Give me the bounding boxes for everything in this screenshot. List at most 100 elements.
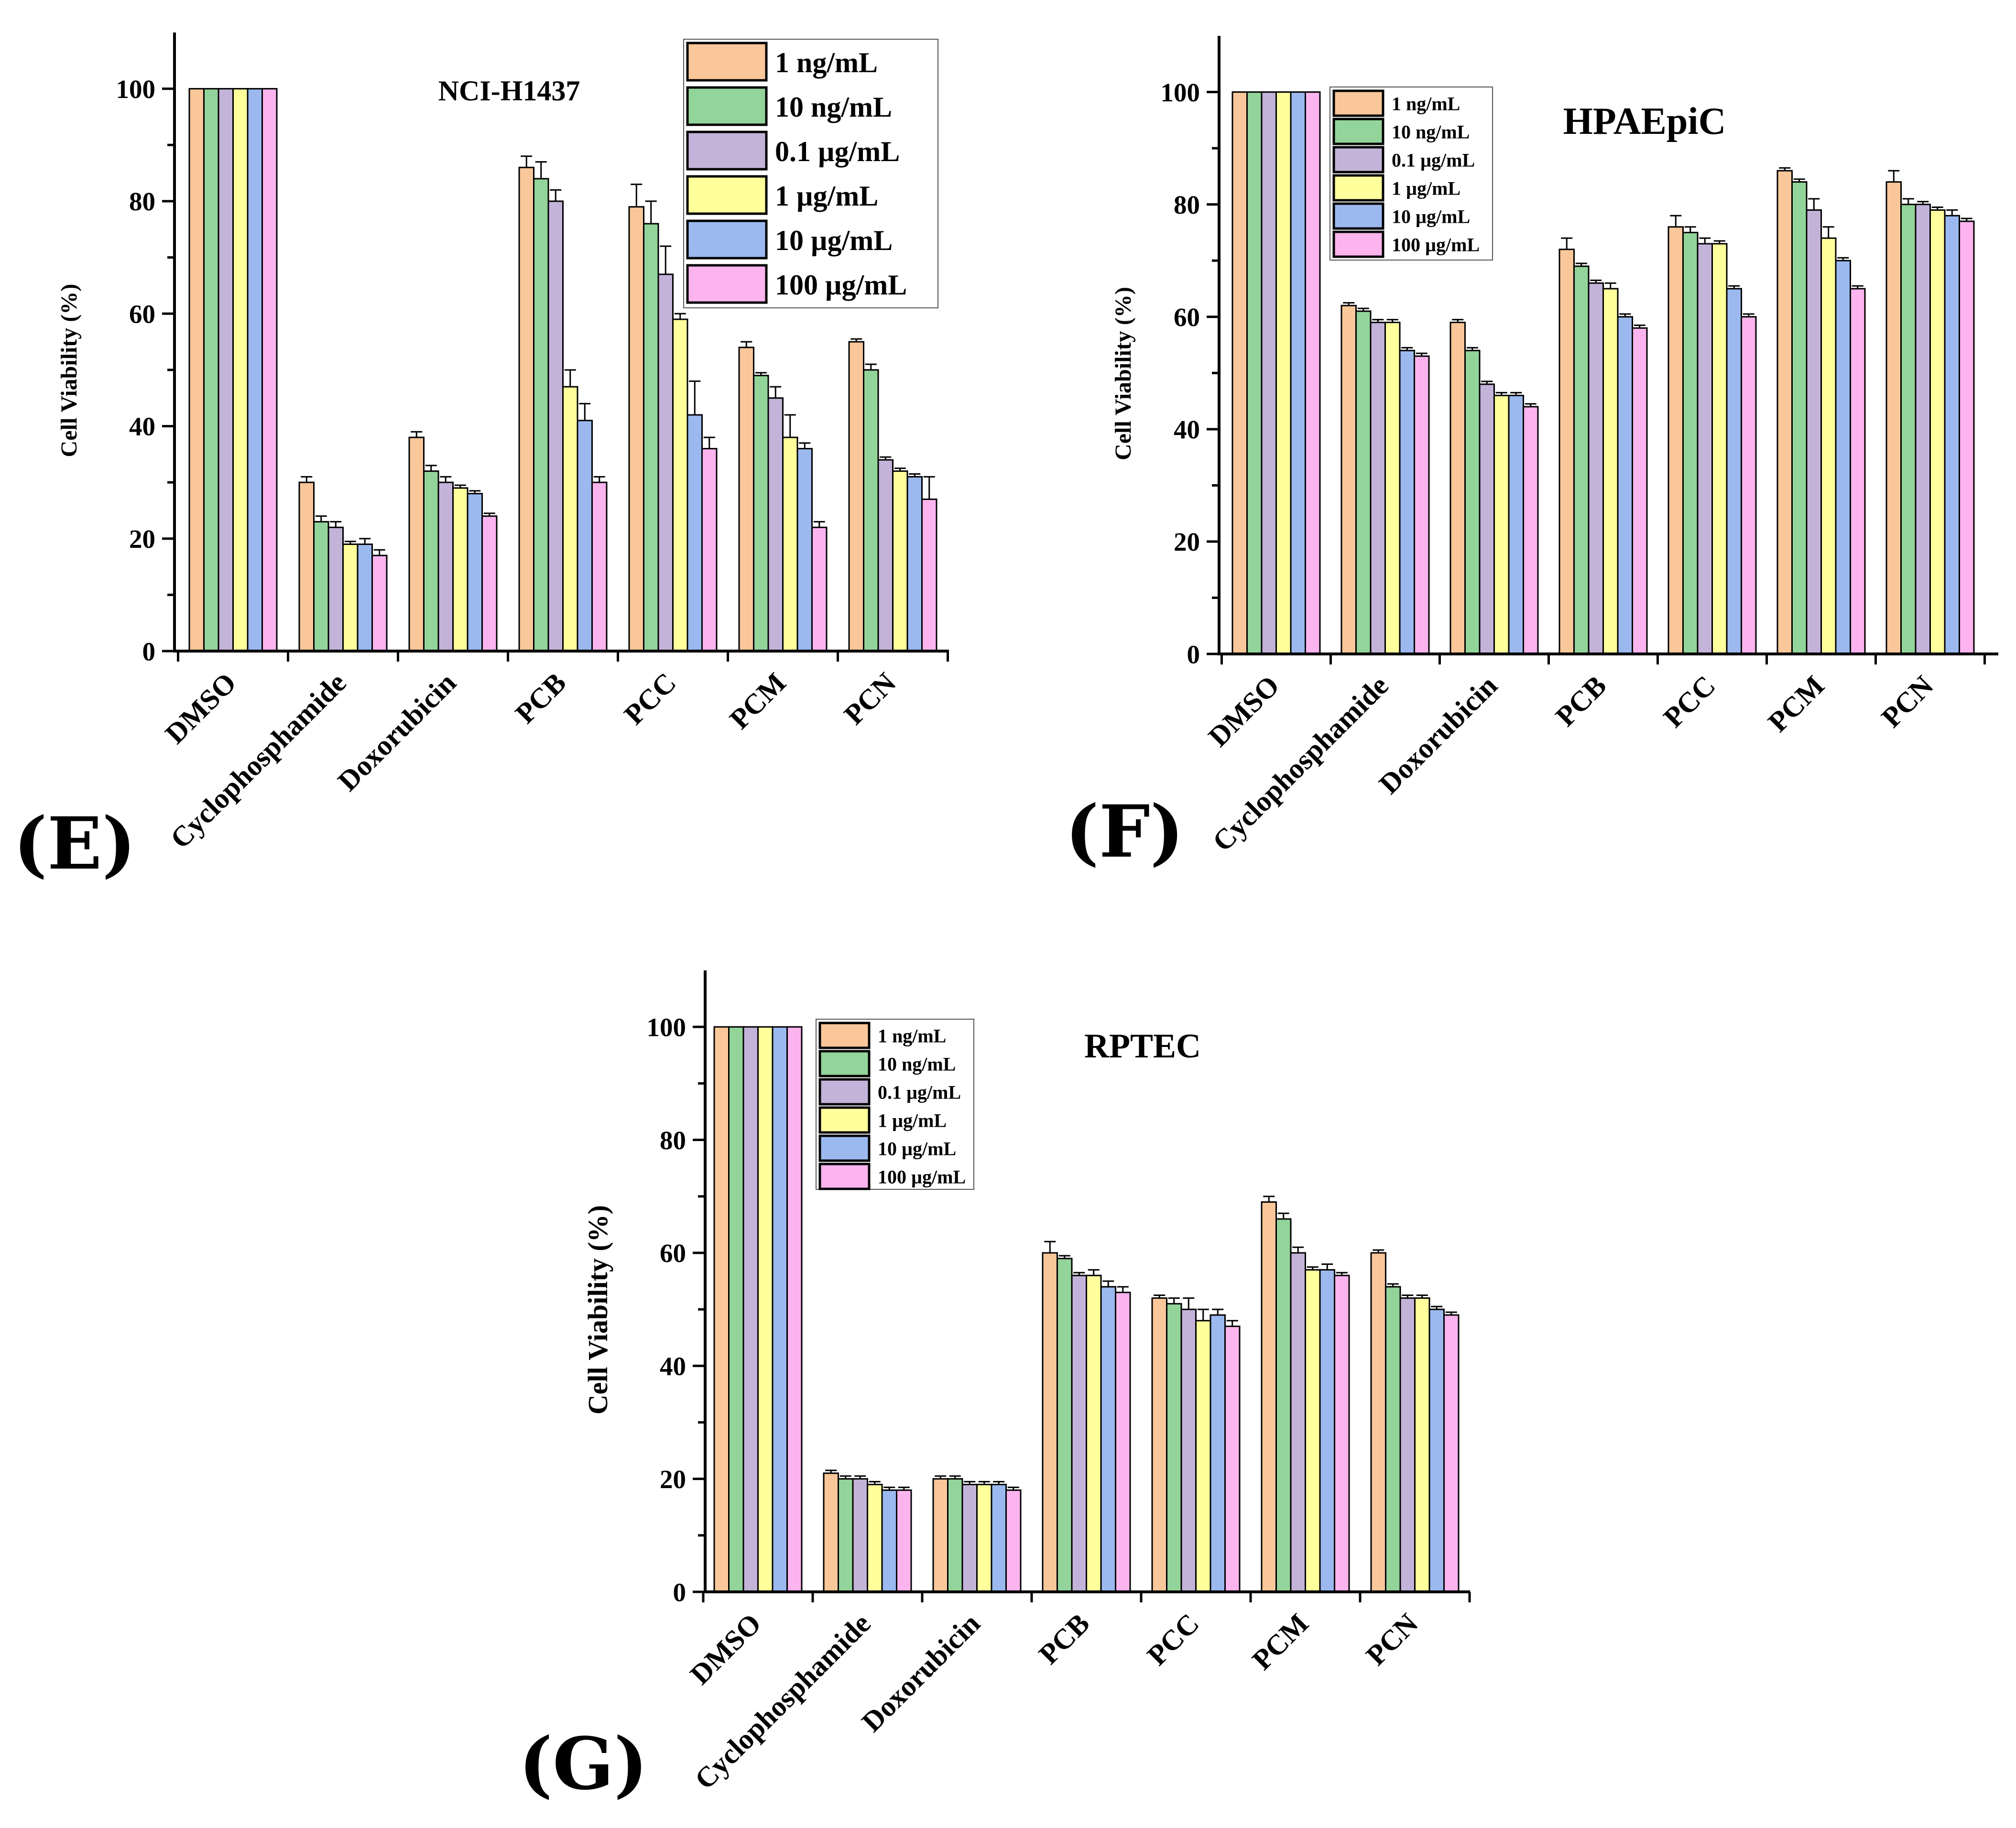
bar-e-pcb-1 bbox=[533, 178, 549, 652]
bar-g-doxorubicin-0 bbox=[932, 1478, 948, 1593]
x-category-label-dmso: DMSO bbox=[159, 667, 242, 750]
bar-g-pcc-0 bbox=[1151, 1297, 1167, 1593]
legend-g: 1 ng/mL 10 ng/mL 0.1 µg/mL 1 µg/mL 10 µg/mL 1… bbox=[816, 1019, 974, 1190]
bar-g-doxorubicin-5 bbox=[1005, 1489, 1022, 1593]
legend-swatch-0 bbox=[1332, 89, 1384, 117]
panel-letter-g: (G) bbox=[519, 1722, 648, 1806]
bar-e-dmso-5 bbox=[262, 88, 278, 652]
x-category-label-doxorubicin: Doxorubicin bbox=[1373, 670, 1504, 800]
bar-g-pcn-4 bbox=[1428, 1308, 1445, 1593]
bar-f-dmso-2 bbox=[1261, 91, 1277, 655]
bar-e-pcb-0 bbox=[518, 166, 534, 652]
y-tick-label: 60 bbox=[129, 299, 155, 328]
legend-swatch-0 bbox=[818, 1022, 871, 1049]
bar-e-pcn-1 bbox=[863, 369, 879, 652]
chart-title: NCI-H1437 bbox=[438, 75, 580, 107]
bar-g-doxorubicin-2 bbox=[961, 1483, 978, 1593]
bar-f-pcm-5 bbox=[1850, 288, 1866, 655]
chart-title: RPTEC bbox=[1084, 1027, 1201, 1065]
bar-f-doxorubicin-1 bbox=[1464, 349, 1481, 655]
bar-g-pcc-4 bbox=[1210, 1314, 1226, 1593]
x-category-label-pcb: PCB bbox=[1549, 670, 1613, 733]
legend-label-0: 1 ng/mL bbox=[1392, 93, 1460, 115]
bar-g-dmso-1 bbox=[728, 1026, 744, 1593]
bar-g-cyclophosphamide-5 bbox=[896, 1489, 912, 1593]
bar-g-pcm-2 bbox=[1290, 1252, 1306, 1593]
bar-e-cyclophosphamide-2 bbox=[327, 526, 344, 652]
panel-letter-e: (E) bbox=[13, 802, 136, 886]
bar-e-cyclophosphamide-3 bbox=[342, 543, 359, 652]
bar-e-pcm-1 bbox=[753, 375, 769, 652]
bar-e-pcn-3 bbox=[892, 470, 908, 652]
legend-swatch-0 bbox=[686, 42, 768, 82]
legend-swatch-2 bbox=[686, 131, 768, 171]
bar-f-pcn-3 bbox=[1929, 209, 1946, 655]
y-tick-label: 100 bbox=[647, 1012, 687, 1042]
bar-g-pcm-0 bbox=[1261, 1201, 1277, 1593]
bar-e-pcc-0 bbox=[628, 206, 644, 652]
bar-f-pcm-0 bbox=[1776, 170, 1793, 655]
bar-e-pcb-4 bbox=[577, 420, 593, 652]
bar-g-pcm-5 bbox=[1334, 1274, 1350, 1593]
bar-g-pcb-0 bbox=[1042, 1252, 1058, 1593]
bar-f-pcc-1 bbox=[1682, 231, 1699, 655]
legend-swatch-2 bbox=[1332, 146, 1384, 174]
bar-f-pcc-5 bbox=[1741, 316, 1757, 655]
bar-e-doxorubicin-1 bbox=[423, 470, 439, 652]
legend-swatch-3 bbox=[686, 175, 768, 215]
bar-g-cyclophosphamide-3 bbox=[867, 1483, 883, 1593]
bar-e-pcc-4 bbox=[687, 414, 703, 652]
y-tick-label: 80 bbox=[1174, 190, 1200, 219]
bar-e-cyclophosphamide-4 bbox=[357, 543, 373, 652]
bar-f-pcb-0 bbox=[1558, 249, 1575, 655]
x-category-label-pcc: PCC bbox=[1141, 1608, 1205, 1672]
x-category-label-pcm: PCM bbox=[723, 667, 792, 735]
bar-g-cyclophosphamide-0 bbox=[823, 1472, 839, 1593]
legend-label-2: 0.1 µg/mL bbox=[1392, 150, 1475, 171]
bar-f-pcn-5 bbox=[1959, 220, 1975, 655]
x-category-label-pcb: PCB bbox=[509, 667, 572, 730]
bar-f-pcb-4 bbox=[1617, 316, 1633, 655]
bar-f-dmso-4 bbox=[1290, 91, 1306, 655]
y-tick-label: 100 bbox=[1161, 78, 1200, 107]
y-tick-label: 40 bbox=[1174, 415, 1200, 444]
bar-e-pcn-0 bbox=[848, 341, 864, 652]
legend-label-5: 100 µg/mL bbox=[878, 1166, 966, 1188]
bar-f-pcc-4 bbox=[1726, 288, 1742, 655]
y-tick-label: 40 bbox=[660, 1352, 686, 1381]
bar-f-dmso-1 bbox=[1246, 91, 1263, 655]
bar-g-cyclophosphamide-4 bbox=[881, 1489, 897, 1593]
bar-f-dmso-5 bbox=[1305, 91, 1321, 655]
bar-f-pcc-3 bbox=[1711, 243, 1728, 655]
bar-e-pcm-3 bbox=[782, 436, 798, 652]
bar-g-cyclophosphamide-2 bbox=[852, 1478, 868, 1593]
legend-label-5: 100 µg/mL bbox=[775, 269, 907, 301]
x-category-label-doxorubicin: Doxorubicin bbox=[856, 1608, 986, 1738]
bar-g-dmso-5 bbox=[786, 1026, 803, 1593]
x-category-label-pcn: PCN bbox=[838, 667, 902, 731]
bar-e-dmso-2 bbox=[218, 88, 234, 652]
bar-g-pcc-5 bbox=[1224, 1326, 1241, 1593]
bar-f-doxorubicin-3 bbox=[1493, 394, 1510, 655]
bar-g-pcb-4 bbox=[1100, 1286, 1116, 1593]
legend-label-3: 1 µg/mL bbox=[878, 1110, 947, 1132]
bar-g-pcc-2 bbox=[1180, 1308, 1197, 1593]
bar-f-doxorubicin-0 bbox=[1449, 321, 1466, 655]
y-tick-label: 20 bbox=[1174, 527, 1200, 556]
legend-swatch-3 bbox=[1332, 174, 1384, 202]
legend-e: 1 ng/mL 10 ng/mL 0.1 µg/mL 1 µg/mL 10 µg/mL 1… bbox=[683, 39, 938, 308]
bar-e-pcb-2 bbox=[547, 200, 564, 652]
y-tick-label: 0 bbox=[142, 637, 156, 666]
bar-f-cyclophosphamide-5 bbox=[1414, 355, 1430, 655]
x-category-label-pcb: PCB bbox=[1033, 1608, 1096, 1671]
bar-f-pcb-5 bbox=[1632, 327, 1648, 655]
bar-g-dmso-3 bbox=[757, 1026, 774, 1593]
bar-e-doxorubicin-3 bbox=[452, 487, 469, 652]
x-category-label-dmso: DMSO bbox=[1202, 670, 1286, 753]
bar-g-dmso-4 bbox=[772, 1026, 788, 1593]
bar-e-pcm-0 bbox=[738, 347, 754, 652]
bar-f-pcn-1 bbox=[1900, 204, 1917, 655]
bar-f-pcn-4 bbox=[1944, 215, 1960, 655]
bar-g-doxorubicin-3 bbox=[976, 1483, 992, 1593]
